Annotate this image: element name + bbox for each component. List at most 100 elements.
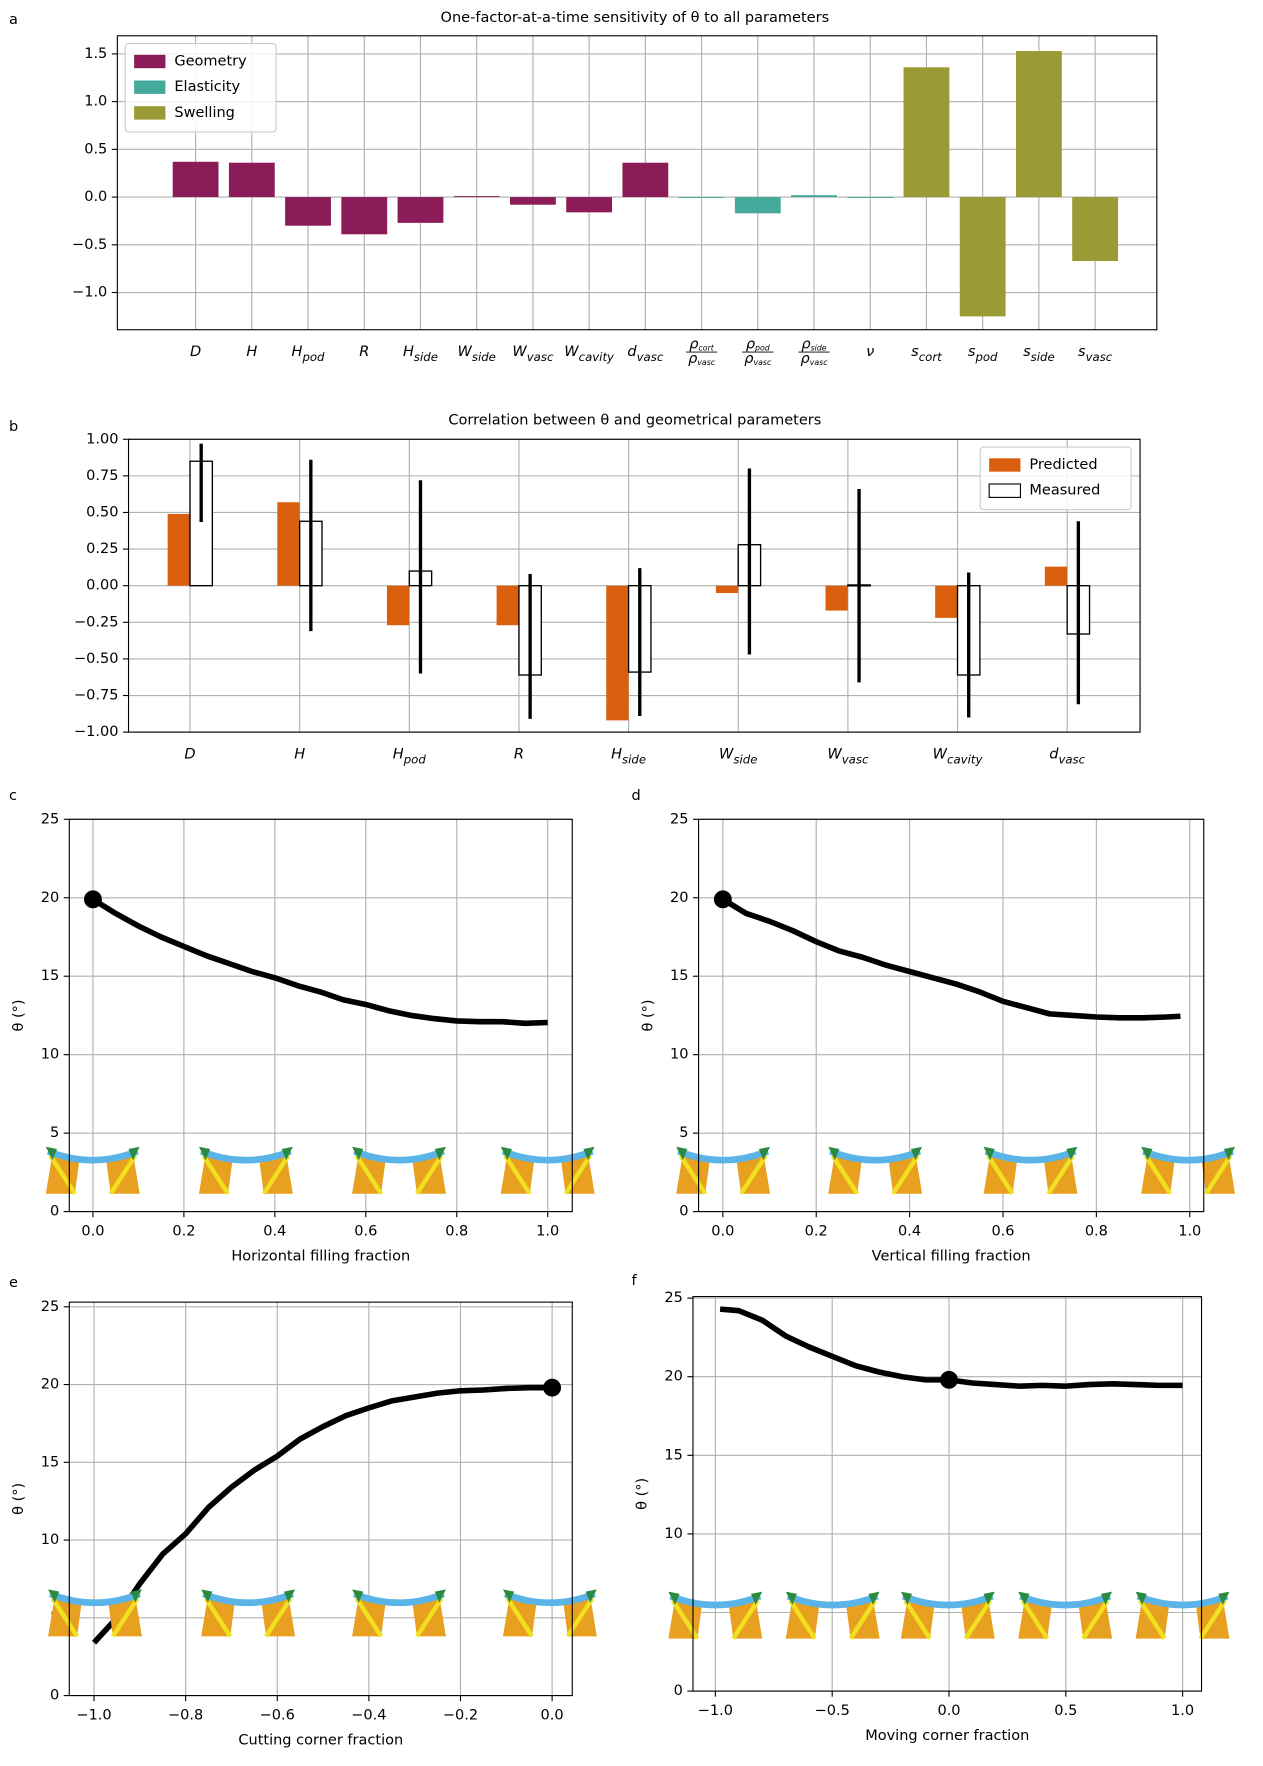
panel-label: b — [9, 419, 18, 435]
x-axis-label: Cutting corner fraction — [238, 1732, 403, 1748]
icon-tip — [500, 1146, 512, 1161]
y-tick-label: 15 — [41, 1454, 59, 1470]
y-tick-label: 1.5 — [84, 46, 107, 62]
highlight-point — [543, 1378, 562, 1397]
y-axis-label: θ (°) — [11, 999, 27, 1031]
y-tick-label: −0.50 — [74, 651, 118, 667]
y-tick-label: 0.00 — [86, 578, 118, 594]
x-axis-label: Moving corner fraction — [865, 1728, 1029, 1744]
label-sub: pod — [301, 350, 325, 364]
icon-arc — [501, 1148, 594, 1164]
x-tick-label: 0.0 — [937, 1703, 960, 1719]
icon-fiber — [354, 1597, 384, 1638]
y-tick-label: 0.0 — [84, 189, 107, 205]
x-tick-label: 0.0 — [81, 1224, 104, 1240]
icon-tip — [502, 1589, 515, 1603]
bar — [510, 197, 556, 205]
y-tick-label: 1.00 — [86, 431, 118, 447]
icon-arc — [786, 1592, 879, 1609]
icon-tip — [583, 1146, 595, 1161]
legend-swatch — [134, 80, 166, 94]
bar — [959, 197, 1006, 317]
label-sub: cort — [699, 343, 715, 352]
icon-arc — [984, 1148, 1077, 1164]
x-tick-label: ρvasc — [801, 351, 829, 367]
bar — [228, 162, 275, 198]
inset-icon — [1141, 1146, 1236, 1195]
label-sub: pod — [974, 350, 998, 364]
y-tick-label: 0.75 — [86, 468, 118, 484]
label-sub: vasc — [527, 350, 554, 364]
x-tick-label: H — [246, 344, 257, 360]
x-tick-label: dvasc — [627, 344, 663, 364]
y-tick-label: 1.0 — [84, 94, 107, 110]
y-tick-label: 20 — [664, 1369, 682, 1385]
icon-fiber — [203, 1597, 233, 1638]
y-tick-label: 10 — [41, 1047, 59, 1063]
y-tick-label: 15 — [41, 968, 59, 984]
x-tick-label: 0.4 — [898, 1224, 921, 1240]
x-tick-label: ρvasc — [688, 351, 716, 367]
x-tick-label: dvasc — [1049, 746, 1085, 766]
icon-tip — [828, 1146, 840, 1161]
label-main: s — [1078, 344, 1086, 360]
icon-tip — [1223, 1146, 1236, 1161]
legend-label: Geometry — [174, 53, 247, 69]
x-tick-label: 0.8 — [445, 1224, 468, 1240]
highlight-point — [713, 890, 732, 909]
bar — [1072, 197, 1119, 262]
icon-arc — [1142, 1148, 1235, 1164]
inset-icon — [201, 1589, 296, 1638]
bar — [453, 196, 500, 198]
icon-fiber — [731, 1599, 760, 1640]
bar — [566, 197, 613, 213]
icon-fiber — [1081, 1599, 1110, 1640]
label-main: ρ — [689, 336, 699, 352]
icon-tip — [434, 1589, 446, 1603]
panel-label: a — [9, 12, 18, 28]
icon-arc — [353, 1148, 445, 1164]
icon-fiber — [903, 1599, 932, 1640]
x-tick-label: 0.5 — [1054, 1703, 1077, 1719]
x-tick-label: 0.6 — [354, 1224, 377, 1240]
y-tick-label: −1.0 — [72, 285, 107, 301]
label-main: H — [611, 746, 622, 762]
x-tick-label: 0.0 — [541, 1708, 564, 1724]
icon-fiber — [111, 1597, 140, 1638]
bar — [277, 502, 300, 586]
bar — [847, 197, 894, 198]
bar — [734, 197, 781, 214]
bar — [606, 585, 629, 721]
y-tick-label: 10 — [664, 1526, 682, 1542]
y-tick-label: 20 — [41, 890, 59, 906]
y-tick-label: −1.00 — [74, 724, 118, 740]
label-main: W — [719, 746, 734, 762]
icon-tip — [751, 1591, 763, 1606]
inset-icon — [1135, 1591, 1230, 1640]
icon-tip — [585, 1589, 597, 1603]
bar — [386, 585, 410, 626]
icon-arc — [901, 1592, 994, 1609]
x-tick-label: −0.8 — [168, 1708, 203, 1724]
label-main: ρ — [801, 336, 811, 352]
icon-fiber — [201, 1154, 230, 1195]
icon-fiber — [415, 1597, 444, 1638]
icon-fiber — [986, 1154, 1015, 1195]
line — [91, 1384, 553, 1645]
bar — [622, 162, 669, 198]
bar — [678, 197, 725, 198]
icon-fiber — [261, 1154, 291, 1195]
icon-arc — [202, 1590, 295, 1607]
icon-fiber — [1046, 1154, 1075, 1195]
icon-arc — [199, 1148, 292, 1164]
label-main: ρ — [746, 336, 756, 352]
y-tick-label: −0.5 — [72, 237, 107, 253]
icon-tip — [758, 1146, 771, 1161]
y-tick-label: 15 — [670, 968, 688, 984]
label-sub: vasc — [637, 350, 664, 364]
axes-frame — [692, 1295, 1203, 1692]
x-tick-label: Hside — [611, 746, 646, 766]
x-tick-label: −0.5 — [815, 1703, 850, 1719]
icon-fiber — [264, 1597, 293, 1638]
